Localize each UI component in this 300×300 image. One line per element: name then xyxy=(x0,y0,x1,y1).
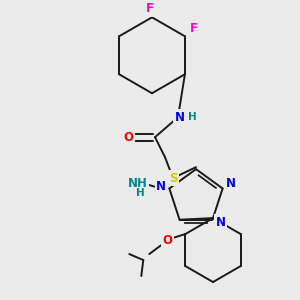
Text: N: N xyxy=(156,180,167,193)
Text: F: F xyxy=(146,2,154,15)
Text: N: N xyxy=(226,177,236,190)
Text: H: H xyxy=(136,188,145,199)
Text: N: N xyxy=(175,111,185,124)
Text: H: H xyxy=(188,112,196,122)
Text: O: O xyxy=(162,234,172,247)
Text: F: F xyxy=(190,22,198,35)
Text: S: S xyxy=(169,172,177,184)
Text: N: N xyxy=(215,216,226,229)
Text: NH: NH xyxy=(128,177,147,190)
Text: O: O xyxy=(123,131,133,144)
